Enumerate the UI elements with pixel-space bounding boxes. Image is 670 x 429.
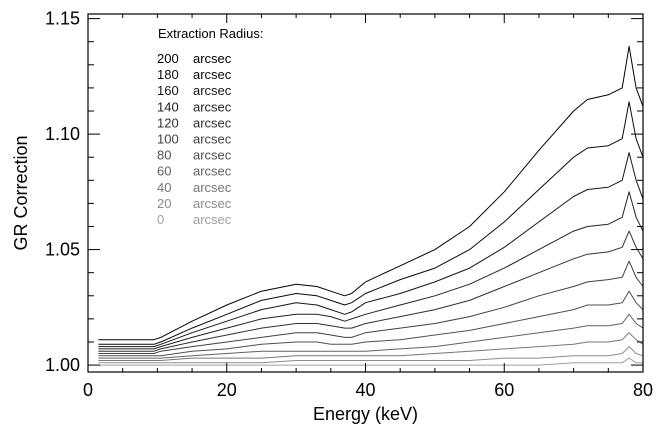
- legend-radius-0: 0: [157, 212, 164, 227]
- x-tick-label: 80: [633, 380, 653, 400]
- legend-radius-160: 160: [157, 83, 179, 98]
- legend-radius-20: 20: [157, 196, 171, 211]
- series-line-0: [98, 357, 643, 366]
- legend-unit: arcsec: [193, 196, 232, 211]
- series-line-100: [98, 260, 644, 354]
- legend-unit: arcsec: [193, 115, 232, 130]
- x-tick-label: 60: [494, 380, 514, 400]
- legend-radius-100: 100: [157, 132, 179, 147]
- series-line-40: [98, 332, 644, 361]
- y-axis-title: GR Correction: [11, 135, 31, 250]
- series-line-80: [98, 290, 644, 357]
- legend-unit: arcsec: [193, 99, 232, 114]
- legend-radius-120: 120: [157, 115, 179, 130]
- legend-unit: arcsec: [193, 132, 232, 147]
- legend-entries: 200 arcsec 180 arcsec 160 arcsec 140 arcsec 120 a…: [157, 51, 232, 227]
- x-axis-title: Energy (keV): [313, 404, 418, 424]
- y-tick-label: 1.15: [45, 9, 80, 29]
- legend-radius-40: 40: [157, 180, 171, 195]
- legend-unit: arcsec: [193, 148, 232, 163]
- x-tick-label: 20: [217, 380, 237, 400]
- legend-unit: arcsec: [193, 51, 232, 66]
- y-tick-label: 1.05: [45, 240, 80, 260]
- series-line-120: [98, 230, 644, 352]
- x-tick-label: 0: [83, 380, 93, 400]
- series-line-140: [98, 191, 644, 350]
- legend-unit: arcsec: [193, 83, 232, 98]
- legend-unit: arcsec: [193, 67, 232, 82]
- series-line-60: [98, 313, 644, 359]
- legend-title: Extraction Radius:: [158, 26, 264, 41]
- legend-radius-60: 60: [157, 164, 171, 179]
- series-line-160: [98, 152, 644, 348]
- series-lines: [98, 45, 644, 366]
- series-line-200: [98, 45, 644, 341]
- legend-radius-140: 140: [157, 99, 179, 114]
- y-tick-label: 1.10: [45, 124, 80, 144]
- x-tick-label: 40: [355, 380, 375, 400]
- series-line-180: [98, 101, 644, 345]
- y-axis: 1.00 1.05 1.10 1.15: [45, 9, 643, 375]
- legend-radius-80: 80: [157, 148, 171, 163]
- x-axis: 0 20 40 60 80: [83, 14, 653, 400]
- series-line-20: [98, 346, 644, 364]
- legend: Extraction Radius: 200 arcsec 180 arcsec 160…: [157, 26, 264, 227]
- y-tick-label: 1.00: [45, 355, 80, 375]
- legend-unit: arcsec: [193, 164, 232, 179]
- legend-radius-200: 200: [157, 51, 179, 66]
- legend-unit: arcsec: [193, 180, 232, 195]
- legend-radius-180: 180: [157, 67, 179, 82]
- legend-unit: arcsec: [193, 212, 232, 227]
